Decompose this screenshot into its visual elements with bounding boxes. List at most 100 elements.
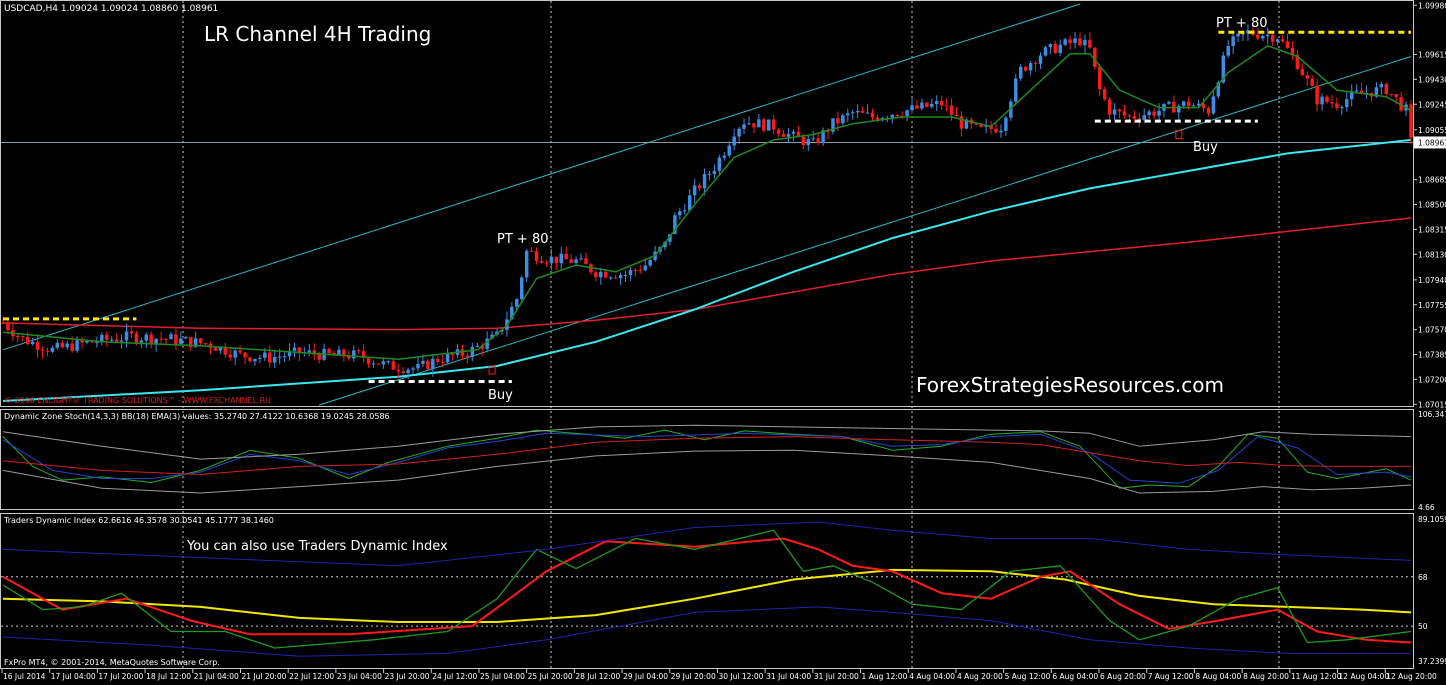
candle-body [193, 338, 198, 347]
candle-body [268, 352, 272, 363]
candle-body [737, 128, 741, 137]
candle-body [771, 119, 776, 130]
watermark: ForexStrategiesResources.com [916, 373, 1224, 397]
candle-body [1295, 54, 1300, 69]
candle-body [480, 345, 484, 349]
lr-channel [2, 3, 1412, 406]
candle-body [1275, 39, 1280, 42]
candle-body [228, 354, 232, 358]
time-axis: 16 Jul 2014 17 Jul 04:00 17 Jul 20:00 18 Ju… [1, 669, 1437, 681]
candle-body [406, 369, 410, 374]
candle-body [910, 105, 914, 111]
candle-body [752, 123, 756, 128]
candle-body [277, 356, 282, 358]
candle-body [1211, 96, 1216, 114]
time-tick-label: 1 Aug 12:00 [862, 672, 908, 681]
candle-body [198, 338, 203, 344]
candle-body [55, 342, 60, 348]
candle-body [1132, 116, 1137, 119]
tdi-tick-label: 50 [1418, 622, 1428, 631]
candle-body [263, 352, 267, 358]
candle-body [401, 371, 405, 374]
candle-body [1266, 34, 1270, 37]
candle-body [50, 347, 55, 352]
price-tick-label: 1.09430 [1418, 75, 1446, 84]
time-tick-label: 21 Jul 04:00 [194, 672, 239, 681]
candle-body [1048, 44, 1053, 48]
main-pane[interactable] [1, 3, 1413, 406]
candle-body [1147, 111, 1151, 116]
candle-body [1310, 78, 1314, 86]
candle-body [816, 138, 820, 143]
candle-body [584, 258, 588, 265]
candle-body [440, 361, 445, 363]
candle-body [1038, 55, 1043, 64]
candle-body [342, 349, 346, 357]
candle-body [352, 350, 356, 359]
candle-body [1093, 47, 1097, 67]
candle-body [1098, 66, 1102, 90]
candle-body [1409, 104, 1413, 138]
candle-body [994, 128, 998, 133]
candle-body [510, 306, 514, 320]
candle-body [376, 363, 381, 365]
candle-body [1053, 44, 1058, 53]
candle-body [949, 105, 954, 115]
candle-body [411, 368, 415, 370]
candle-body [806, 139, 811, 146]
current-price-box [1414, 136, 1446, 149]
candle-body [732, 136, 736, 146]
buy-label-left: Buy [488, 388, 513, 403]
tdi-axis: 89.1059 68 50 37.2399 [1418, 515, 1446, 666]
candle-body [791, 131, 796, 134]
candle-body [678, 211, 682, 216]
buy-arrow-marker [1175, 129, 1183, 139]
candle-body [905, 110, 909, 117]
candle-body [421, 360, 425, 364]
candle-body [875, 117, 880, 121]
main-pane-frame [0, 0, 1414, 407]
time-tick-label: 5 Aug 12:00 [1005, 672, 1051, 681]
candle-body [979, 123, 983, 127]
candle-body [189, 337, 193, 347]
stoch-axis: 106.3473 4.66 [1418, 410, 1446, 512]
series-green [2, 529, 1412, 649]
candle-body [218, 346, 223, 351]
tdi-pane[interactable] [2, 521, 1412, 657]
pane-frames [0, 0, 1414, 669]
candle-body [1236, 33, 1240, 37]
candle-body [520, 277, 524, 300]
price-tick-label: 1.09980 [1418, 1, 1446, 10]
stoch-pane[interactable] [2, 424, 1412, 494]
candle-body [915, 105, 919, 109]
candle-body [1345, 99, 1349, 108]
candle-body [762, 119, 766, 131]
candle-body [1196, 103, 1201, 106]
candle-body [954, 114, 959, 117]
symbol-info: USDCAD,H4 1.09024 1.09024 1.08860 1.0896… [4, 4, 218, 14]
candle-body [1270, 34, 1275, 42]
candle-body [781, 133, 786, 137]
price-axis: 1.09980 1.09615 1.09430 1.09245 1.09055 1.089… [1413, 1, 1446, 409]
candle-body [564, 253, 568, 260]
candle-body [1102, 89, 1107, 100]
candle-body [594, 272, 598, 278]
price-tick-label: 1.08500 [1418, 201, 1446, 210]
candle-body [119, 340, 124, 342]
candle-body [846, 113, 850, 116]
candle-body [930, 103, 934, 107]
candle-body [984, 125, 988, 127]
candle-body [223, 346, 228, 355]
candle-body [70, 343, 74, 351]
candle-body [1325, 96, 1329, 103]
candle-body [460, 349, 465, 356]
candle-body [90, 340, 94, 343]
candle-body [95, 342, 99, 344]
candle-body [1083, 39, 1087, 46]
pt-label-right: PT + 80 [1216, 16, 1267, 31]
series-blue_upper [2, 521, 1412, 567]
price-tick-label: 1.07940 [1418, 276, 1446, 285]
candle-body [717, 157, 722, 171]
candle-body [169, 334, 173, 340]
